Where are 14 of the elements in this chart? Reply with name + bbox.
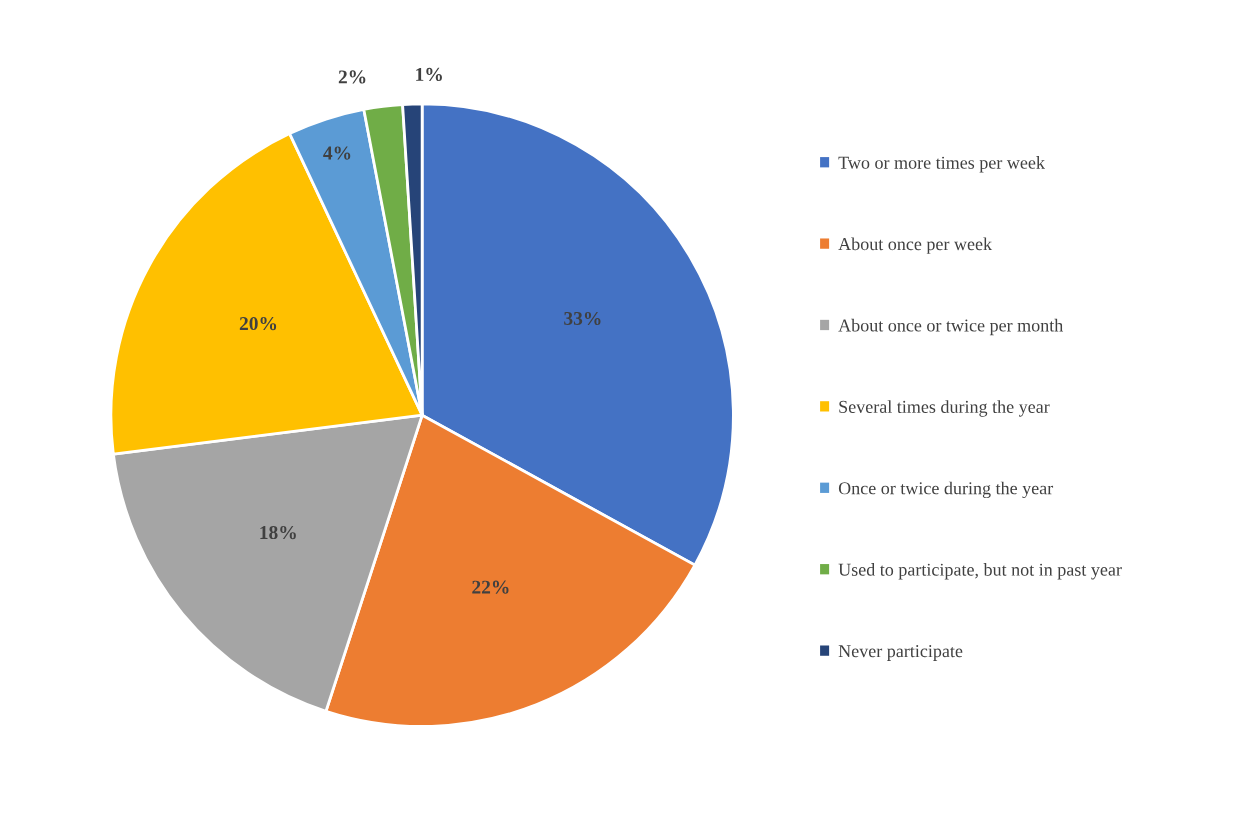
data-label: 33% xyxy=(564,311,601,326)
legend-label: Several times during the year xyxy=(839,400,1050,417)
data-label: 22% xyxy=(472,580,509,594)
legend-label: About once per week xyxy=(838,237,993,254)
data-label: 1% xyxy=(416,67,442,82)
legend-label: Used to participate, but not in past year xyxy=(838,563,1122,580)
legend-label: Once or twice during the year xyxy=(838,481,1054,499)
legend-label: Two or more times per week xyxy=(838,156,1045,173)
data-label: 2% xyxy=(338,70,366,84)
data-label: 4% xyxy=(323,146,351,160)
data-label: 18% xyxy=(260,525,296,540)
legend-label: Never participate xyxy=(838,645,963,661)
legend-label: About once or twice per month xyxy=(838,318,1064,336)
data-label: 20% xyxy=(239,316,277,331)
